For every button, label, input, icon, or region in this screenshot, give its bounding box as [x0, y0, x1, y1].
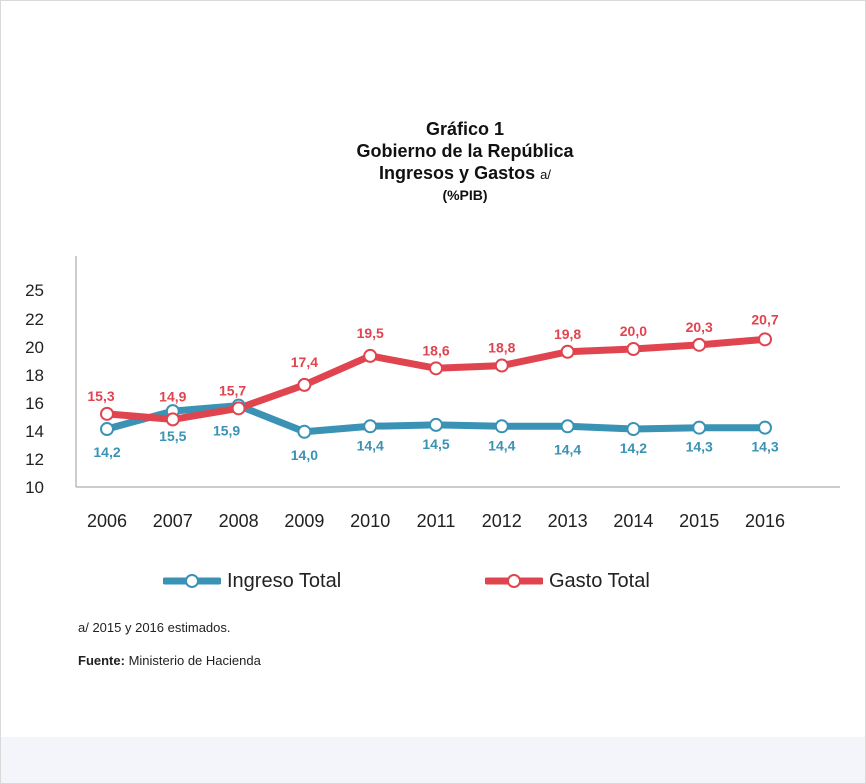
legend-item-ingreso: Ingreso Total	[163, 566, 341, 596]
data-point-ingreso	[100, 422, 114, 437]
data-point-gasto	[165, 412, 180, 427]
legend-label-gasto: Gasto Total	[549, 569, 650, 592]
source-label: Fuente:	[78, 653, 125, 668]
data-label-gasto: 15,3	[87, 388, 114, 404]
data-label-ingreso: 15,9	[213, 423, 240, 439]
y-tick-label: 12	[25, 450, 44, 469]
y-tick-label: 20	[25, 338, 44, 357]
x-tick-label: 2007	[153, 511, 193, 531]
x-tick-label: 2011	[417, 511, 456, 531]
data-point-ingreso	[692, 420, 707, 435]
bottom-band	[1, 737, 865, 783]
x-tick-label: 2013	[548, 511, 588, 531]
chart-title-subject-text: Ingresos y Gastos	[379, 163, 536, 183]
x-tick-label: 2009	[284, 511, 324, 531]
x-tick-label: 2014	[613, 511, 653, 531]
data-label-gasto: 18,6	[422, 342, 449, 358]
data-point-gasto	[758, 332, 772, 347]
source-text: Ministerio de Hacienda	[128, 653, 261, 668]
data-label-gasto: 18,8	[488, 340, 515, 356]
legend-label-ingreso: Ingreso Total	[227, 569, 342, 592]
data-point-gasto	[494, 358, 509, 373]
data-label-ingreso: 14,2	[620, 440, 647, 456]
data-point-ingreso	[363, 419, 378, 434]
data-label-ingreso: 14,4	[488, 437, 515, 453]
y-tick-label: 22	[25, 310, 44, 329]
data-point-ingreso	[758, 420, 772, 435]
legend-marker-gasto-icon	[485, 574, 543, 588]
legend: Ingreso Total Gasto Total	[0, 566, 866, 596]
data-label-ingreso: 14,4	[554, 441, 581, 457]
data-label-gasto: 20,7	[751, 311, 778, 327]
data-point-ingreso	[494, 419, 509, 434]
y-tick-label: 18	[25, 366, 44, 385]
data-point-gasto	[297, 377, 312, 392]
chart-title-unit: (%PIB)	[442, 187, 488, 203]
y-tick-label: 16	[25, 394, 44, 413]
data-label-ingreso: 14,4	[357, 437, 384, 453]
chart-title-entity: Gobierno de la República	[356, 141, 574, 161]
data-point-ingreso	[429, 417, 443, 432]
legend-item-gasto: Gasto Total	[485, 566, 650, 596]
data-label-gasto: 20,3	[686, 319, 713, 335]
data-label-gasto: 20,0	[620, 323, 647, 339]
data-point-gasto	[626, 342, 641, 356]
data-label-gasto: 19,8	[554, 326, 581, 342]
chart-title-note: a/	[540, 167, 551, 182]
chart-title-number: Gráfico 1	[425, 119, 505, 139]
line-chart: 10 12 14 16 18 20 22 25 2006 2007 2008 2009 2010 2011…	[25, 256, 840, 531]
source-line: Fuente: Ministerio de Hacienda	[78, 653, 261, 668]
legend-marker-ingreso-icon	[163, 574, 221, 588]
x-tick-label: 2016	[745, 511, 785, 531]
data-label-ingreso: 14,2	[93, 444, 120, 460]
x-tick-label: 2008	[219, 511, 259, 531]
data-label-ingreso: 14,3	[686, 439, 713, 455]
data-point-gasto	[560, 344, 575, 359]
x-tick-label: 2010	[350, 511, 390, 531]
y-tick-label: 14	[25, 422, 44, 441]
data-label-ingreso: 14,0	[291, 447, 318, 463]
data-point-gasto	[231, 401, 246, 416]
y-tick-label: 10	[25, 478, 44, 497]
data-point-gasto	[429, 361, 443, 376]
data-point-gasto	[100, 406, 114, 421]
footnote: a/ 2015 y 2016 estimados.	[78, 620, 231, 635]
data-label-gasto: 14,9	[159, 388, 186, 404]
data-label-gasto: 19,5	[357, 325, 384, 341]
x-tick-label: 2006	[87, 511, 127, 531]
chart-title-block: Gráfico 1 Gobierno de la República Ingre…	[250, 118, 680, 204]
data-point-ingreso	[560, 419, 575, 434]
data-point-ingreso	[626, 422, 641, 437]
x-tick-label: 2012	[482, 511, 522, 531]
data-point-gasto	[363, 348, 378, 363]
data-label-gasto: 17,4	[291, 354, 318, 370]
data-label-gasto: 15,7	[219, 382, 246, 398]
data-label-ingreso: 14,5	[422, 436, 449, 452]
data-point-ingreso	[297, 424, 312, 439]
y-tick-label: 25	[25, 281, 44, 300]
x-tick-label: 2015	[679, 511, 719, 531]
data-point-gasto	[692, 337, 707, 352]
data-label-ingreso: 14,3	[751, 439, 778, 455]
chart-title-subject: Ingresos y Gastos a/	[250, 162, 680, 186]
data-label-ingreso: 15,5	[159, 428, 186, 444]
